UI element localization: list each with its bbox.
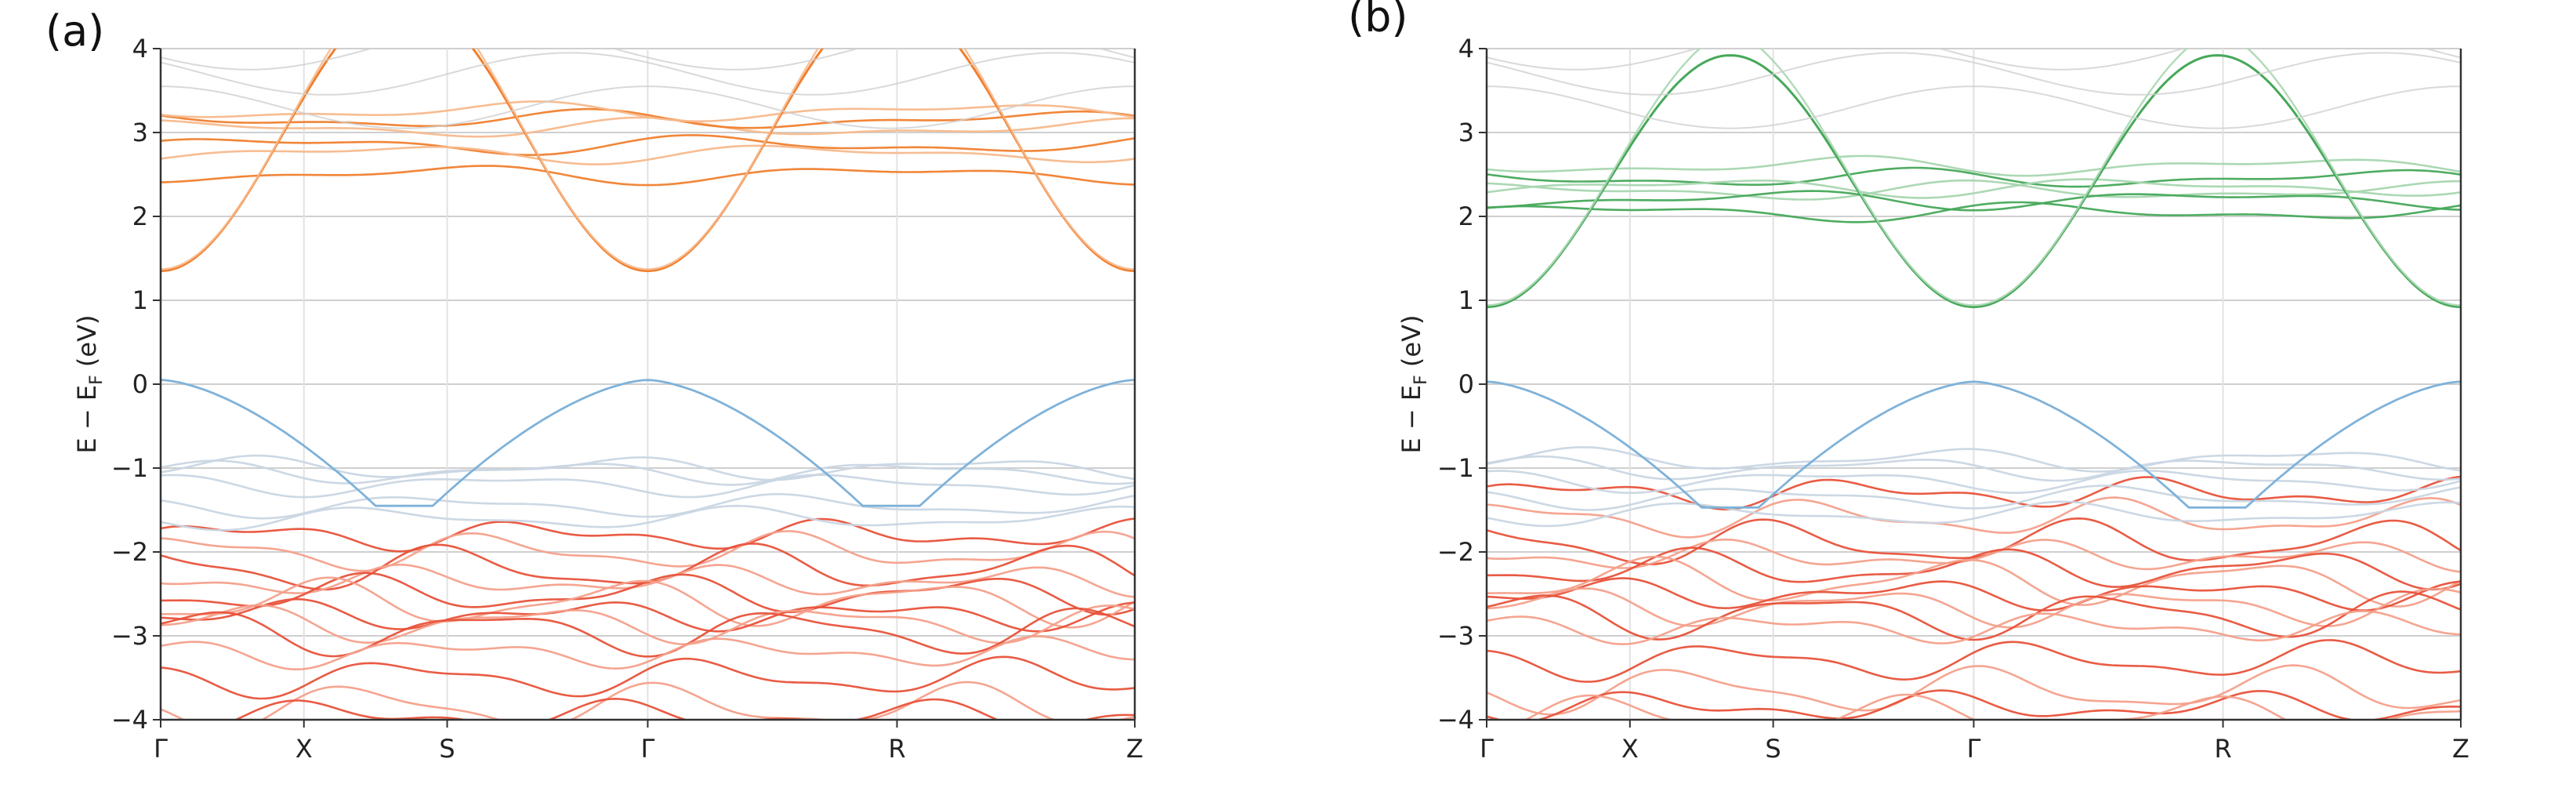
- red-band: [161, 517, 1135, 553]
- x-tick-label: Γ: [1967, 734, 1981, 764]
- panel-b: −4 −3 −2 −1 0 1 2 3 4 Γ X S Γ R Z E − EF (eV) (b): [1348, 0, 2469, 764]
- valence-flat-band: [1487, 470, 2461, 495]
- y-tick-label: 3: [1458, 118, 1474, 147]
- y-axis-title-sub: F: [87, 375, 107, 385]
- x-tick-label: Z: [1126, 734, 1143, 764]
- conduction-flat-band: [1487, 166, 2461, 188]
- conduction-flat-band: [1487, 179, 2461, 201]
- x-tick-label: X: [1621, 734, 1639, 764]
- faint-upper-band: [1487, 49, 2461, 71]
- y-axis-title-sub: F: [1411, 375, 1431, 385]
- y-tick-label: −2: [111, 537, 148, 567]
- valence-top-band: [1487, 380, 2461, 509]
- red-band: [161, 635, 1135, 670]
- conduction-min-band: [161, 49, 1135, 273]
- red-band: [161, 563, 1135, 598]
- red-band: [161, 576, 1135, 629]
- red-band: [1487, 555, 2461, 608]
- x-tick-label: R: [888, 734, 905, 764]
- y-axis-title: E − EF (eV): [1397, 315, 1431, 454]
- y-tick-label: 4: [132, 34, 148, 64]
- valence-flat-band: [1487, 455, 2461, 482]
- y-axis-title: E − EF (eV): [72, 315, 107, 454]
- y-tick-label: 2: [132, 201, 148, 231]
- y-tick-label: −4: [111, 705, 148, 735]
- conduction-flat-band: [161, 165, 1135, 187]
- y-tick-label: −1: [1437, 453, 1474, 483]
- red-band: [161, 655, 1135, 700]
- y-tick-label: −3: [111, 621, 148, 651]
- red-band: [1487, 689, 2461, 720]
- y-tick-label: 0: [132, 369, 148, 399]
- red-band: [1487, 496, 2461, 539]
- valence-flat-band: [161, 454, 1135, 481]
- red-band: [161, 604, 1135, 646]
- valence-flat-band: [1487, 500, 2461, 528]
- x-tick-label: R: [2214, 734, 2231, 764]
- red-band: [1487, 610, 2461, 645]
- x-tick-label: Γ: [641, 734, 655, 764]
- valence-flat-band: [161, 504, 1135, 532]
- valence-flat-band: [161, 492, 1135, 520]
- conduction-min-band-2: [1487, 49, 2461, 307]
- red-band: [1487, 577, 2461, 612]
- red-band: [1487, 587, 2461, 629]
- y-tick-label: 0: [1458, 369, 1474, 399]
- faint-upper-band: [1487, 85, 2461, 129]
- x-tick-label: S: [439, 734, 455, 764]
- x-tick-label: S: [1765, 734, 1781, 764]
- y-axis-title-unit: (eV): [1397, 315, 1426, 376]
- bands: [161, 49, 1135, 720]
- red-band: [161, 530, 1135, 572]
- x-tick-label: Z: [2452, 734, 2469, 764]
- faint-upper-band: [161, 52, 1135, 96]
- y-tick-label: −1: [111, 453, 148, 483]
- x-tick-label: Γ: [1480, 734, 1494, 764]
- faint-upper-band: [161, 49, 1135, 71]
- y-tick-label: 3: [132, 118, 148, 147]
- y-axis-title-main: E − E: [1397, 385, 1426, 454]
- y-tick-label: −3: [1437, 621, 1474, 651]
- valence-top-band: [161, 379, 1135, 507]
- faint-upper-band: [1487, 52, 2461, 96]
- panel-label: (b): [1348, 0, 1408, 42]
- red-band: [161, 607, 1135, 658]
- y-tick-label: −4: [1437, 705, 1474, 735]
- valence-flat-band: [1487, 446, 2461, 473]
- conduction-flat-band: [1487, 178, 2461, 199]
- red-band: [233, 697, 1135, 720]
- red-band: [161, 681, 1135, 720]
- conduction-flat-band: [161, 107, 1135, 129]
- conduction-flat-band: [1487, 154, 2461, 177]
- y-tick-label: −2: [1437, 537, 1474, 567]
- y-axis-title-main: E − E: [72, 385, 102, 454]
- faint-upper-band: [161, 85, 1135, 129]
- x-tick-label: X: [295, 734, 313, 764]
- valence-flat-band: [161, 459, 1135, 486]
- valence-flat-band: [161, 474, 1135, 499]
- y-tick-label: 1: [132, 285, 148, 315]
- conduction-flat-band: [161, 144, 1135, 165]
- red-band: [1487, 664, 2461, 716]
- red-band: [1487, 546, 2461, 591]
- conduction-flat-band: [161, 100, 1135, 122]
- panel-a: −4 −3 −2 −1 0 1 2 3 4 Γ X S Γ R Z E − EF (eV) (a): [45, 6, 1143, 764]
- x-tick-label: Γ: [154, 734, 168, 764]
- conduction-flat-band: [1487, 190, 2461, 212]
- conduction-flat-band: [1487, 201, 2461, 223]
- red-band: [1487, 639, 2461, 683]
- red-band: [1487, 475, 2461, 511]
- panel-label: (a): [45, 6, 104, 56]
- y-tick-label: 4: [1458, 34, 1474, 64]
- red-band: [161, 598, 1135, 633]
- valence-flat-band: [1487, 485, 2461, 511]
- conduction-flat-band: [161, 134, 1135, 156]
- y-axis-title-unit: (eV): [72, 315, 102, 376]
- y-tick-label: 1: [1458, 285, 1474, 315]
- y-tick-label: 2: [1458, 201, 1474, 231]
- bands: [1487, 49, 2461, 720]
